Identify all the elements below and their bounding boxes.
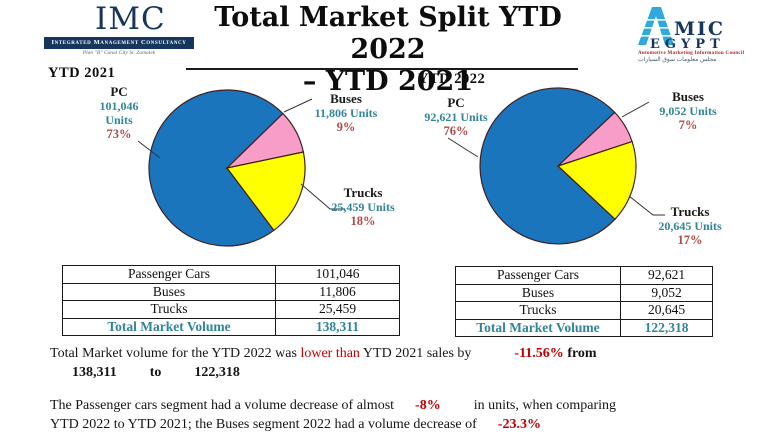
- summary-line-1: Total Market volume for the YTD 2022 was…: [50, 346, 750, 362]
- volume-table-ytd-2022: Passenger Cars 92,621 Buses 9,052 Trucks 20,6…: [455, 266, 713, 337]
- table-row: Passenger Cars 101,046: [62, 265, 400, 284]
- summary-text: YTD 2021 sales by: [362, 346, 472, 361]
- page-title: Total Market Split YTD 2022 – YTD 2021: [188, 2, 588, 98]
- pc-slice: [479, 87, 616, 245]
- table-cell: Total Market Volume: [455, 318, 621, 337]
- table-row: Trucks 20,645: [455, 301, 713, 320]
- table-row: Buses 9,052: [455, 283, 713, 302]
- amic-logo-egypt: EGYPT: [650, 37, 725, 52]
- table-cell: Total Market Volume: [62, 317, 276, 336]
- table-cell: 138,311: [275, 317, 400, 336]
- amic-logo: MIC EGYPT Automotive Marketing Informati…: [622, 2, 764, 63]
- table-cell: Trucks: [455, 301, 621, 320]
- table-total-row: Total Market Volume 122,318: [455, 318, 713, 337]
- trucks-callout-2022: Trucks 20,645 Units 17%: [658, 204, 722, 248]
- summary-text: Total Market volume for the YTD 2022 was: [50, 346, 297, 361]
- imc-logo: IMC: [95, 1, 166, 37]
- amic-logo-arabic-line: مجلس معلومات سوق السيارات: [638, 57, 717, 63]
- table-cell: Buses: [62, 282, 276, 301]
- pie-chart-ytd-2021: [148, 89, 306, 247]
- pc-slice: [148, 89, 284, 247]
- summary-volume-2021: 138,311: [72, 365, 117, 380]
- table-cell: 92,621: [620, 266, 713, 285]
- pc-callout-2021: PC 101,046 Units 73%: [99, 84, 139, 142]
- summary-line-4: YTD 2022 to YTD 2021; the Buses segment …: [50, 417, 750, 433]
- volume-table-ytd-2021: Passenger Cars 101,046 Buses 11,806 Trucks 25…: [62, 265, 400, 336]
- table-cell: Passenger Cars: [455, 266, 621, 285]
- summary-text: in units, when comparing: [473, 398, 617, 413]
- trucks-callout-2021: Trucks 25,459 Units 18%: [331, 185, 395, 229]
- table-cell: 122,318: [620, 318, 713, 337]
- summary-pc-delta-pct: -8%: [415, 398, 441, 413]
- pie-chart-ytd-2022: [479, 87, 637, 245]
- trucks-slice: [556, 140, 637, 221]
- amic-logo-council-line: Automotive Marketing Information Council: [638, 51, 745, 56]
- title-underline: [186, 68, 578, 70]
- chart-title-ytd-2022: YTD 2022: [418, 71, 486, 87]
- summary-text: The Passenger cars segment had a volume …: [50, 398, 395, 413]
- summary-text: to: [149, 365, 162, 380]
- table-row: Passenger Cars 92,621: [455, 266, 713, 285]
- summary-lower-than: lower than: [300, 346, 360, 361]
- table-cell: Buses: [455, 283, 621, 302]
- table-cell: Passenger Cars: [62, 265, 276, 284]
- table-cell: Trucks: [62, 300, 276, 319]
- summary-line-3: The Passenger cars segment had a volume …: [50, 398, 750, 414]
- imc-logo-tagline: Plan "B" Canal City St. Zamalek: [82, 50, 156, 56]
- buses-callout-2021: Buses 11,806 Units 9%: [314, 91, 378, 135]
- summary-text: YTD 2022 to YTD 2021; the Buses segment …: [50, 417, 477, 432]
- table-cell: 20,645: [620, 301, 713, 320]
- summary-text: from: [567, 346, 597, 361]
- table-row: Buses 11,806: [62, 282, 400, 301]
- table-cell: 11,806: [275, 282, 400, 301]
- amic-logo-mic: MIC: [674, 18, 726, 40]
- chart-title-ytd-2021: YTD 2021: [48, 65, 116, 81]
- table-total-row: Total Market Volume 138,311: [62, 317, 400, 336]
- table-row: Trucks 25,459: [62, 300, 400, 319]
- imc-logo-bar: Integrated Management Consultancy: [44, 37, 194, 49]
- table-cell: 101,046: [275, 265, 400, 284]
- pc-callout-2022: PC 92,621 Units 76%: [424, 95, 488, 139]
- trucks-slice: [225, 151, 306, 232]
- summary-volume-2022: 122,318: [194, 365, 240, 380]
- summary-total-delta-pct: -11.56%: [514, 346, 564, 361]
- imc-logo-acronym: IMC: [95, 1, 166, 37]
- table-cell: 9,052: [620, 283, 713, 302]
- amic-a-icon: [638, 7, 674, 45]
- page-title-line2: – YTD 2021: [302, 66, 474, 97]
- summary-buses-delta-pct: -23.3%: [497, 417, 541, 432]
- table-cell: 25,459: [275, 300, 400, 319]
- page-title-line1: Total Market Split YTD 2022: [214, 2, 562, 65]
- summary-line-2: 138,311 to 122,318: [72, 365, 240, 381]
- buses-callout-2022: Buses 9,052 Units 7%: [659, 89, 717, 133]
